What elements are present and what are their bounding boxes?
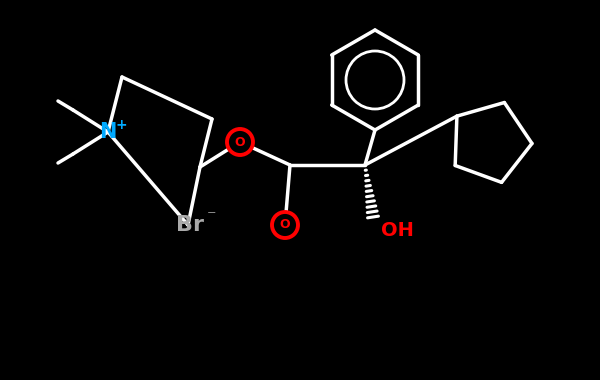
Text: ⁻: ⁻ bbox=[207, 208, 217, 226]
Text: O: O bbox=[280, 218, 290, 231]
Circle shape bbox=[272, 212, 298, 238]
Text: Br: Br bbox=[176, 215, 204, 235]
Text: N: N bbox=[100, 122, 116, 142]
Circle shape bbox=[227, 129, 253, 155]
Text: +: + bbox=[115, 118, 127, 132]
Text: OH: OH bbox=[381, 222, 414, 241]
Text: O: O bbox=[235, 136, 245, 149]
